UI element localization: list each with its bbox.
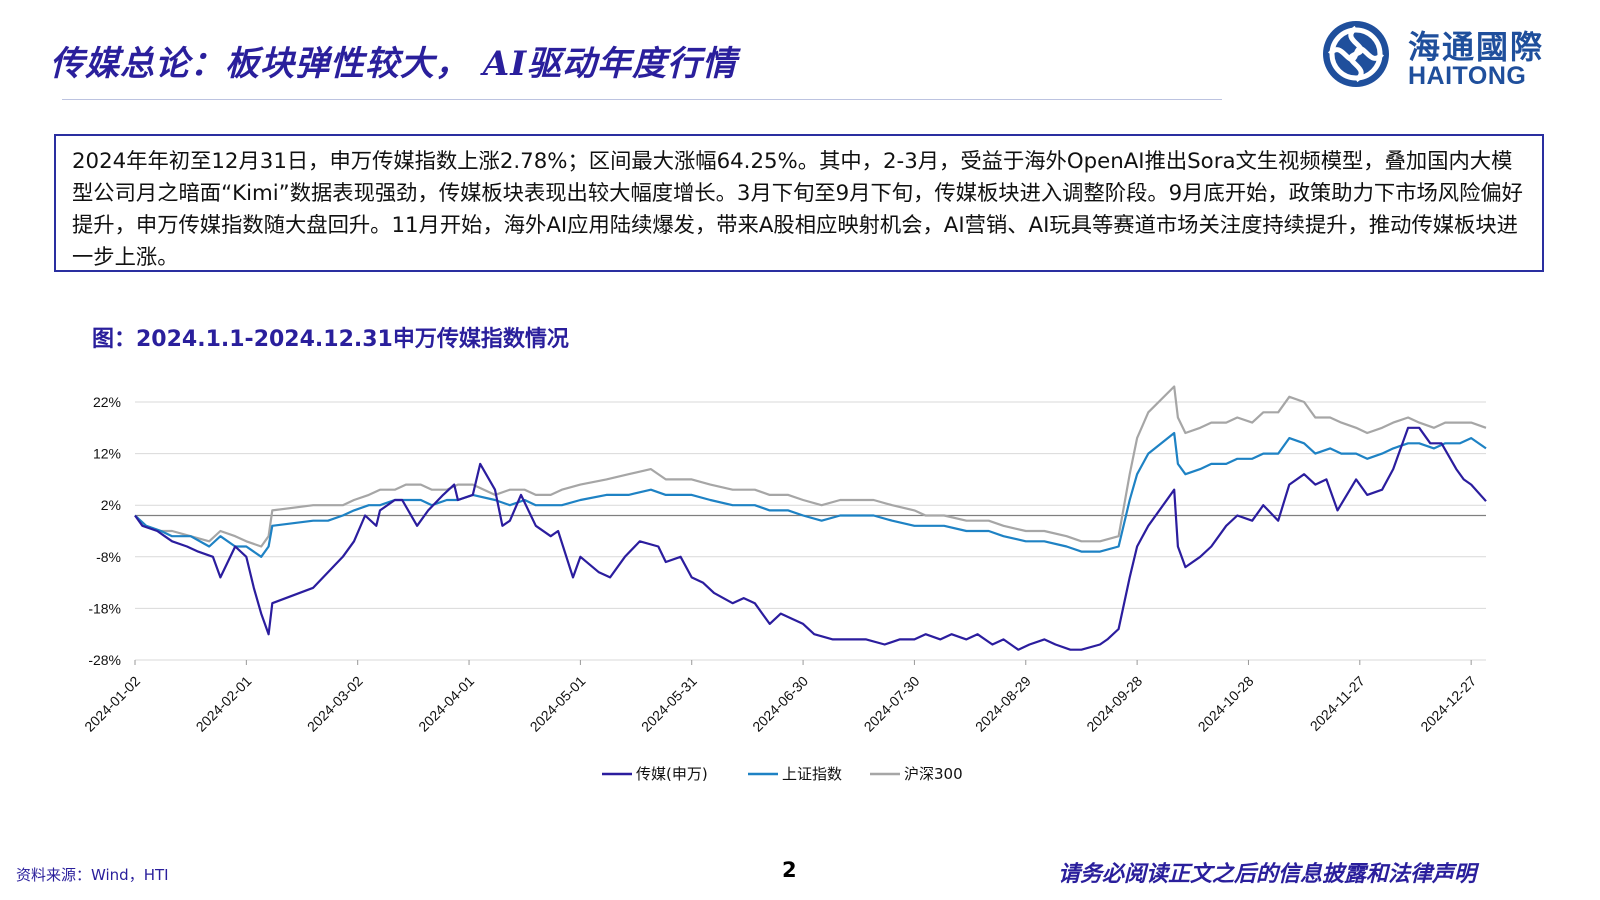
series-line-2 bbox=[134, 385, 1487, 548]
x-tick-label: 2024-05-01 bbox=[527, 673, 589, 735]
legend-label: 上证指数 bbox=[782, 765, 842, 783]
x-tick-label: 2024-07-30 bbox=[861, 673, 923, 735]
y-tick-label: 2% bbox=[101, 497, 121, 513]
grid bbox=[135, 401, 1486, 661]
x-tick-label: 2024-03-02 bbox=[304, 673, 366, 735]
title-divider bbox=[62, 99, 1222, 100]
company-logo: 海通國際 HAITONG bbox=[1318, 18, 1558, 90]
x-axis-ticks: 2024-01-02 2024-02-01 2024-03-02 2024-04-01… bbox=[81, 660, 1479, 735]
disclaimer-text: 请务必阅读正文之后的信息披露和法律声明 bbox=[1058, 862, 1477, 887]
source-note: 资料来源：Wind，HTI bbox=[16, 866, 169, 884]
summary-box: 2024年年初至12月31日，申万传媒指数上涨2.78%；区间最大涨幅64.25… bbox=[54, 134, 1544, 272]
series-line-0 bbox=[134, 426, 1487, 651]
y-tick-label: 12% bbox=[93, 446, 121, 462]
x-tick-label: 2024-02-01 bbox=[193, 673, 255, 735]
x-tick-label: 2024-04-01 bbox=[415, 673, 477, 735]
logo-emblem-icon bbox=[1323, 21, 1389, 87]
y-tick-label: -18% bbox=[88, 600, 121, 616]
figure-title: 图：2024.1.1-2024.12.31申万传媒指数情况 bbox=[92, 327, 569, 352]
line-chart: 22% 12% 2% -8% -18% -28% 2024-01-02 2024-02-01… bbox=[81, 385, 1487, 783]
x-tick-label: 2024-05-31 bbox=[638, 673, 700, 735]
legend: 传媒(申万) 上证指数 沪深300 bbox=[602, 765, 963, 783]
y-tick-label: 22% bbox=[93, 394, 121, 410]
x-tick-label: 2024-09-28 bbox=[1083, 673, 1145, 735]
legend-label: 传媒(申万) bbox=[636, 765, 708, 783]
logo-text-cn: 海通國際 bbox=[1408, 28, 1545, 66]
legend-label: 沪深300 bbox=[904, 765, 963, 783]
summary-text: 2024年年初至12月31日，申万传媒指数上涨2.78%；区间最大涨幅64.25… bbox=[72, 149, 1523, 270]
x-tick-label: 2024-11-27 bbox=[1307, 673, 1368, 734]
x-tick-label: 2024-10-28 bbox=[1195, 673, 1257, 735]
series-lines bbox=[134, 385, 1487, 651]
x-tick-label: 2024-12-27 bbox=[1417, 673, 1479, 735]
y-tick-label: -28% bbox=[88, 652, 121, 668]
y-axis-ticks: 22% 12% 2% -8% -18% -28% bbox=[88, 394, 121, 668]
logo-text-en: HAITONG bbox=[1408, 62, 1527, 90]
page-number: 2 bbox=[782, 858, 797, 882]
x-tick-label: 2024-06-30 bbox=[749, 673, 811, 735]
page-title: 传媒总论：板块弹性较大， AI驱动年度行情 bbox=[50, 44, 738, 84]
x-tick-label: 2024-08-29 bbox=[972, 673, 1034, 735]
x-tick-label: 2024-01-02 bbox=[81, 673, 143, 735]
y-tick-label: -8% bbox=[96, 549, 121, 565]
series-line-1 bbox=[134, 431, 1487, 558]
